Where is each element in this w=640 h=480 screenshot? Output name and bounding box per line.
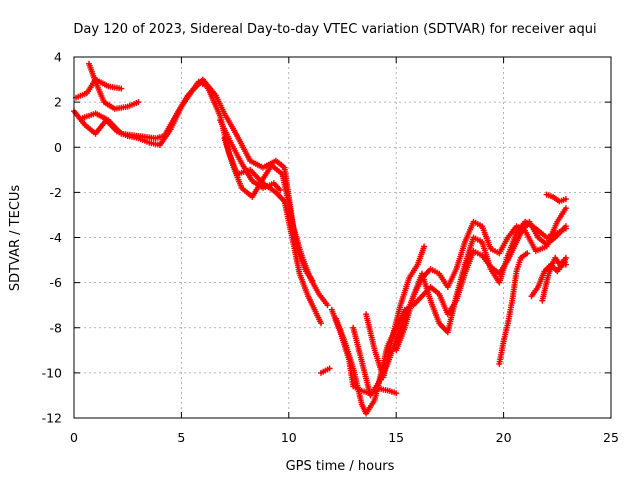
data-point — [393, 390, 400, 397]
data-point — [562, 205, 569, 212]
chart-title: Day 120 of 2023, Sidereal Day-to-day VTE… — [73, 22, 596, 37]
data-point — [118, 85, 125, 92]
data-point — [421, 243, 428, 250]
x-tick-label: 25 — [603, 430, 619, 445]
data-point — [277, 187, 284, 194]
x-tick-label: 20 — [496, 430, 512, 445]
data-series-layer — [71, 60, 569, 417]
series-track-11 — [363, 243, 428, 381]
x-tick-label: 15 — [388, 430, 404, 445]
series-track-7 — [318, 365, 333, 376]
y-tick-label: -12 — [42, 411, 62, 426]
y-axis-label: SDTVAR / TECUs — [8, 185, 23, 292]
y-tick-label: -6 — [50, 275, 63, 290]
y-tick-label: 2 — [54, 95, 62, 110]
series-track-13 — [496, 250, 531, 367]
x-tick-label: 10 — [281, 430, 297, 445]
series-track-1 — [71, 78, 324, 327]
series-track-12 — [393, 218, 569, 354]
data-point — [309, 277, 316, 284]
grid-lines — [74, 57, 611, 418]
y-tick-label: 0 — [54, 140, 62, 155]
data-point — [326, 365, 333, 372]
data-point — [135, 99, 142, 106]
series-track-3 — [86, 60, 142, 112]
y-tick-label: -2 — [50, 185, 62, 200]
data-point — [324, 302, 331, 309]
x-tick-label: 0 — [70, 430, 78, 445]
y-tick-label: 4 — [54, 50, 62, 65]
series-track-15 — [539, 254, 569, 304]
data-point — [524, 250, 531, 257]
series-track-6 — [221, 135, 316, 284]
series-track-5 — [217, 117, 284, 194]
data-point — [562, 225, 569, 232]
series-track-16 — [543, 191, 569, 205]
y-tick-label: -10 — [42, 365, 62, 380]
data-point — [562, 196, 569, 203]
x-axis-label: GPS time / hours — [286, 459, 395, 474]
data-point — [562, 254, 569, 261]
y-tick-label: -8 — [50, 320, 63, 335]
data-point — [318, 320, 324, 327]
x-tick-label: 5 — [177, 430, 185, 445]
y-tick-label: -4 — [50, 230, 63, 245]
